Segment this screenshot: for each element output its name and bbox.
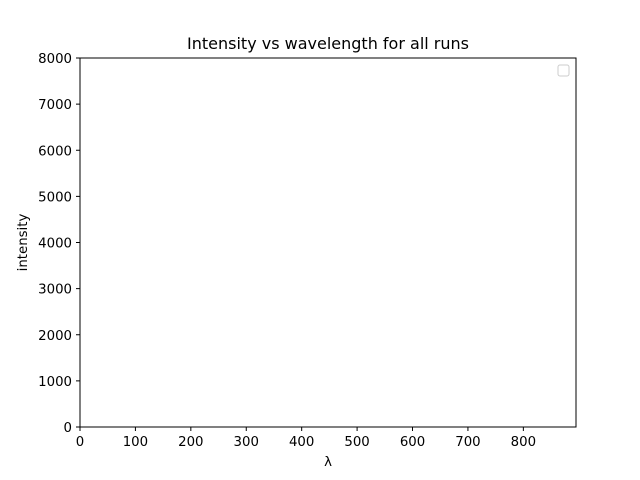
y-tick-label: 3000 bbox=[38, 283, 72, 298]
y-tick-label: 0 bbox=[64, 421, 72, 436]
plot-area-frame bbox=[79, 57, 577, 428]
x-tick-label: 200 bbox=[178, 435, 203, 450]
x-tick-label: 600 bbox=[400, 435, 425, 450]
x-tick-label: 0 bbox=[76, 435, 84, 450]
x-axis-label: λ bbox=[324, 455, 332, 470]
chart-title: Intensity vs wavelength for all runs bbox=[187, 34, 469, 53]
y-tick-label: 2000 bbox=[38, 329, 72, 344]
x-tick-label: 100 bbox=[123, 435, 148, 450]
legend-box bbox=[557, 64, 570, 77]
y-tick-label: 8000 bbox=[38, 52, 72, 67]
x-tick-label: 400 bbox=[289, 435, 314, 450]
y-axis-ticks: 0 1000 2000 3000 4000 5000 6000 7000 8000 bbox=[38, 52, 80, 436]
y-tick-label: 4000 bbox=[38, 237, 72, 252]
x-axis-ticks: 0 100 200 300 400 500 600 700 800 bbox=[76, 427, 536, 450]
y-tick-label: 6000 bbox=[38, 144, 72, 159]
x-tick-label: 300 bbox=[234, 435, 259, 450]
y-axis-label: intensity bbox=[16, 214, 31, 272]
y-tick-label: 5000 bbox=[38, 190, 72, 205]
x-tick-label: 700 bbox=[455, 435, 480, 450]
y-tick-label: 7000 bbox=[38, 98, 72, 113]
x-tick-label: 500 bbox=[344, 435, 369, 450]
y-tick-label: 1000 bbox=[38, 375, 72, 390]
x-tick-label: 800 bbox=[511, 435, 536, 450]
